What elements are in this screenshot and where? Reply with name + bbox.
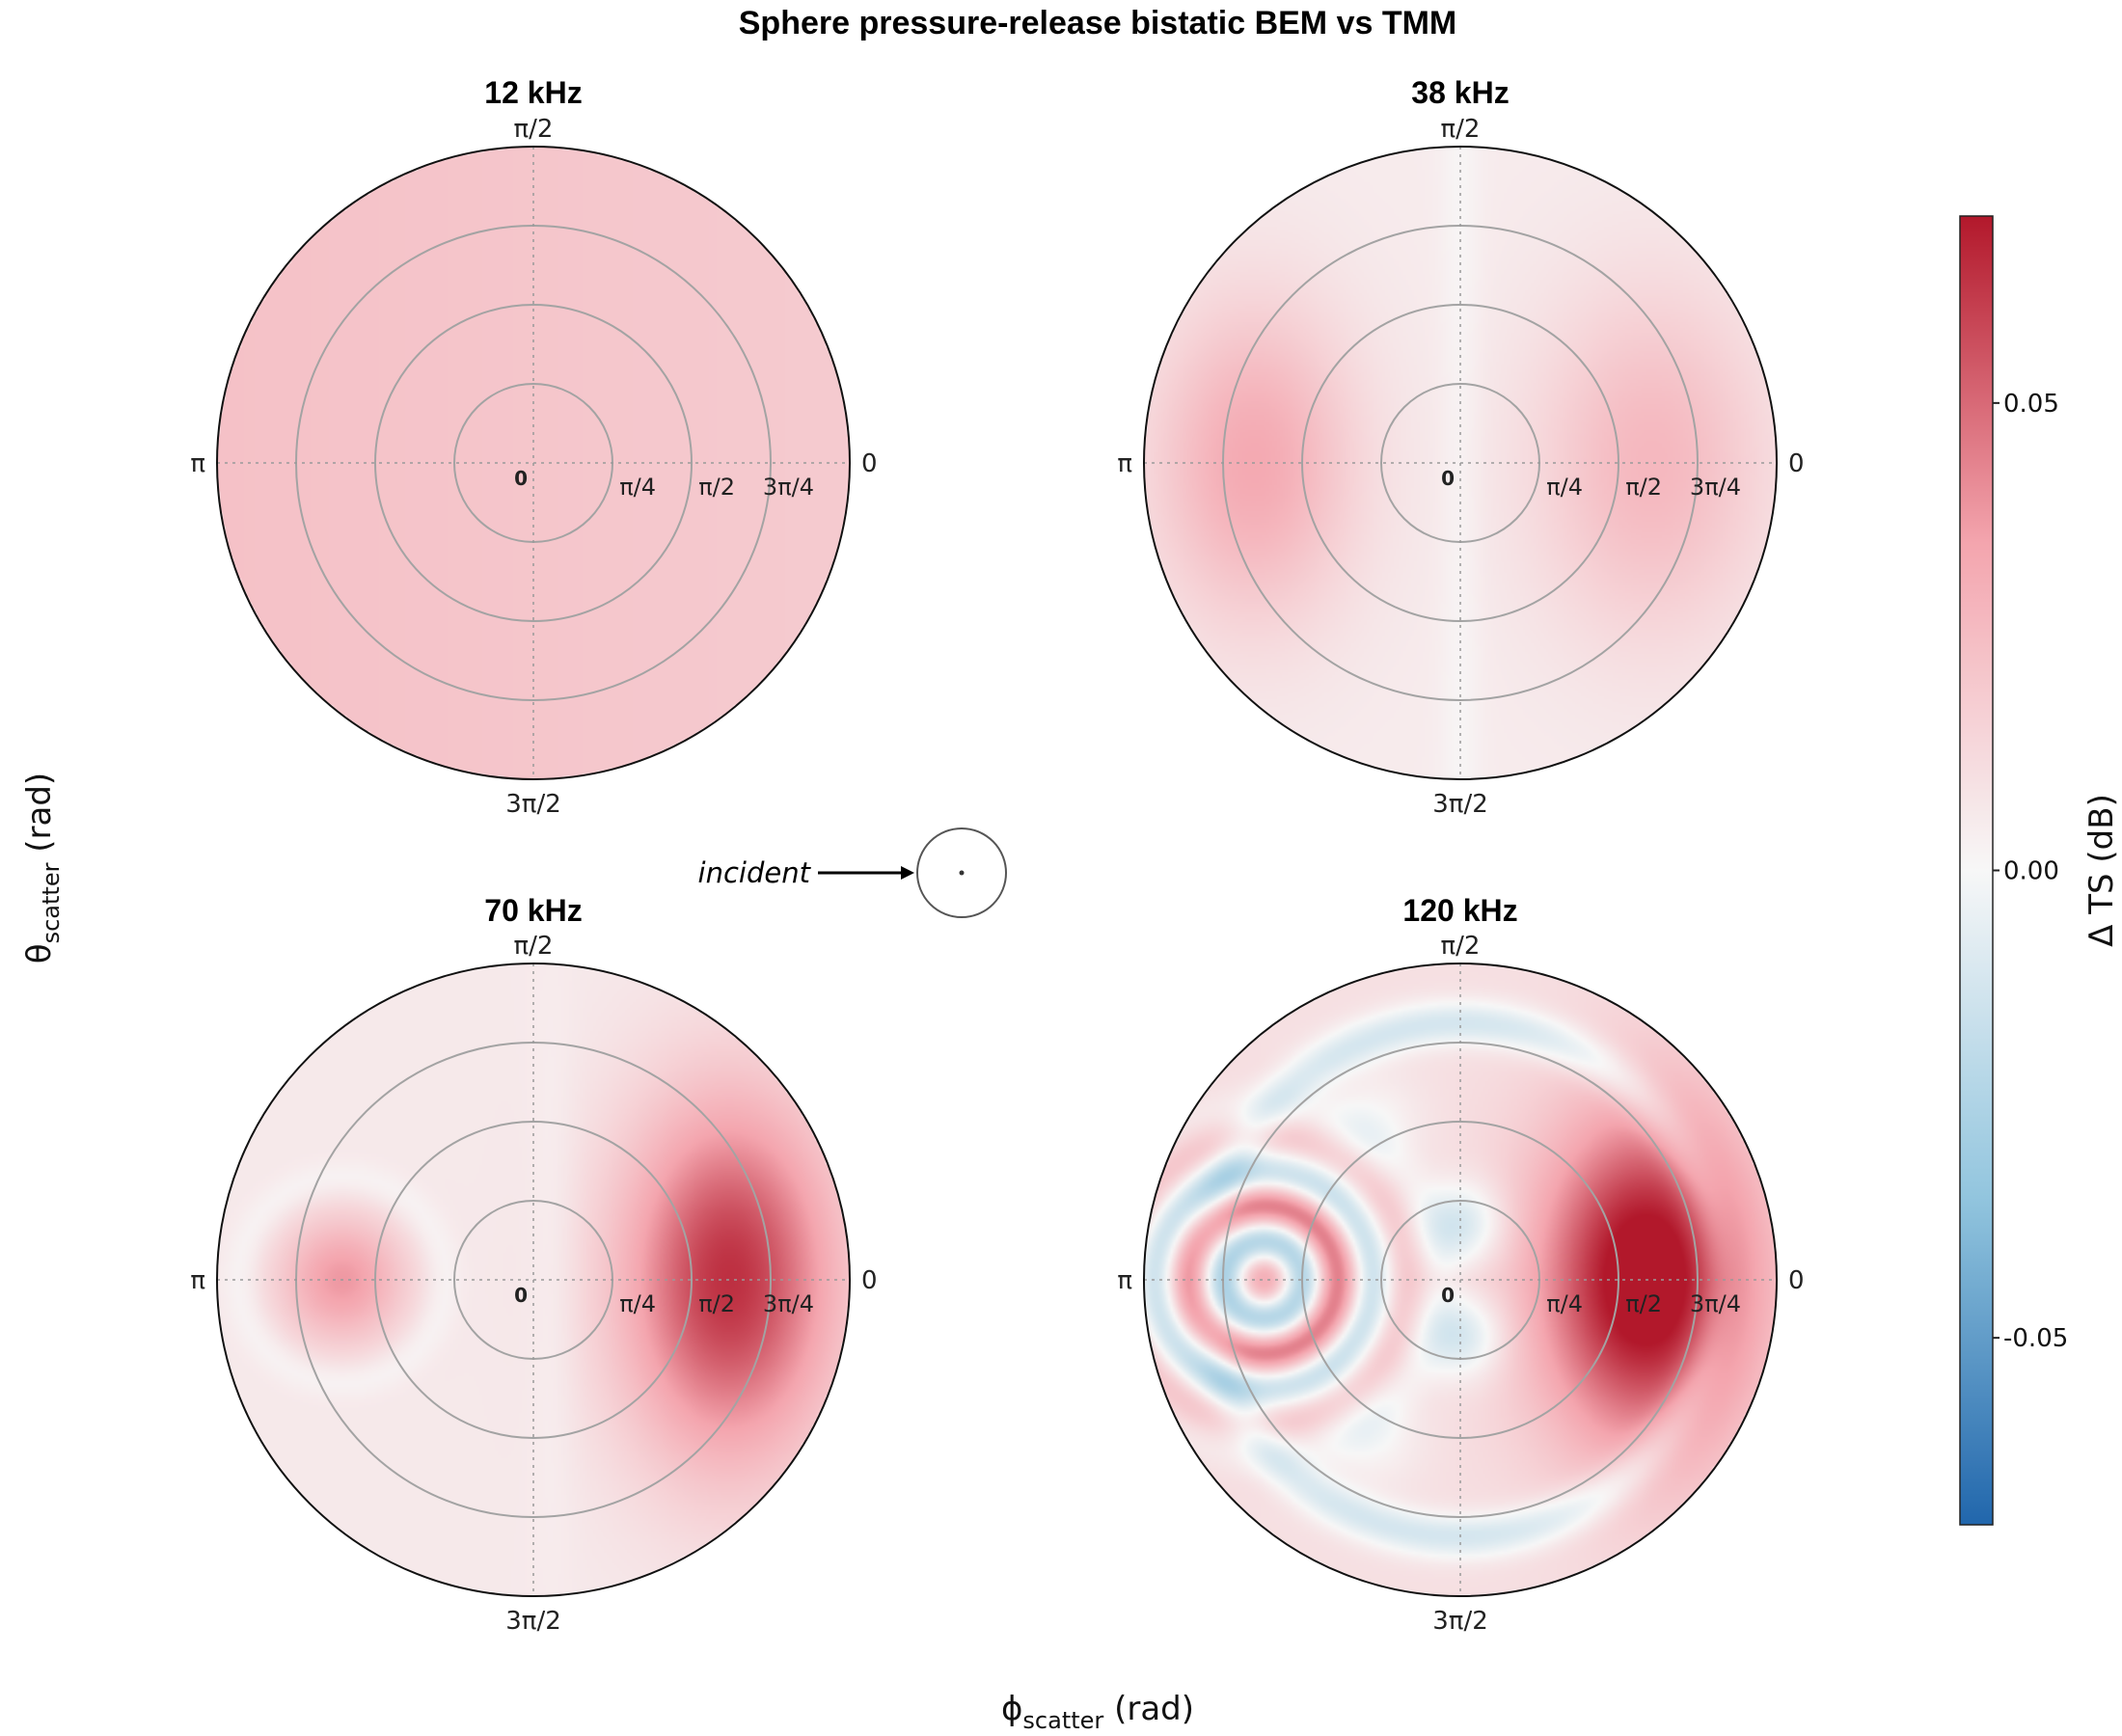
y-axis-subscript: scatter bbox=[38, 862, 65, 943]
radial-tick-label: π/4 bbox=[619, 1290, 656, 1317]
colorbar-tick-label: 0.00 bbox=[2003, 857, 2059, 886]
panel-title: 12 kHz bbox=[484, 75, 582, 110]
y-axis-unit: (rad) bbox=[20, 773, 59, 863]
polar-outline bbox=[216, 146, 851, 780]
chart-title: Sphere pressure-release bistatic BEM vs … bbox=[739, 5, 1457, 41]
angular-tick-label: 0 bbox=[1788, 449, 1805, 478]
colorbar-tick-label: -0.05 bbox=[2003, 1324, 2068, 1353]
incident-arrow-head bbox=[901, 866, 914, 880]
incident-sphere-center bbox=[959, 870, 965, 876]
y-axis-label: θscatter (rad) bbox=[20, 773, 65, 963]
x-axis-label: ϕscatter (rad) bbox=[1001, 1690, 1194, 1734]
polar-outline bbox=[1143, 146, 1778, 780]
angular-tick-label: π/2 bbox=[1441, 932, 1481, 961]
radial-tick-label: 0 bbox=[1441, 1284, 1455, 1307]
panel-title: 38 kHz bbox=[1411, 75, 1509, 110]
radial-gridline bbox=[374, 304, 693, 622]
polar-outline bbox=[1143, 963, 1778, 1597]
radial-gridline bbox=[374, 1121, 693, 1439]
angular-tick-label: 3π/2 bbox=[505, 790, 561, 819]
polar-panel: 70 kHz 0 π/2 π 3π/2 0 π/4 π/2 3π/4 bbox=[190, 893, 877, 1636]
radial-tick-label: 3π/4 bbox=[1690, 1290, 1741, 1317]
angular-tick-label: 3π/2 bbox=[1432, 1607, 1488, 1636]
radial-tick-label: π/2 bbox=[698, 474, 735, 501]
radial-tick-label: π/2 bbox=[698, 1290, 735, 1317]
angular-tick-label: π bbox=[190, 1266, 205, 1295]
radial-gridline bbox=[1301, 1121, 1619, 1439]
radial-tick-label: 0 bbox=[514, 1284, 528, 1307]
panel-title: 70 kHz bbox=[484, 893, 582, 928]
radial-tick-label: 3π/4 bbox=[763, 1290, 814, 1317]
angular-tick-label: 0 bbox=[861, 1266, 878, 1295]
radial-tick-label: 0 bbox=[1441, 467, 1455, 490]
angular-tick-label: 3π/2 bbox=[505, 1607, 561, 1636]
angular-tick-label: π/2 bbox=[1441, 115, 1481, 144]
x-axis-subscript: scatter bbox=[1022, 1707, 1103, 1734]
radial-tick-label: π/4 bbox=[1546, 474, 1583, 501]
polar-panel: 120 kHz 0 π/2 π 3π/2 0 π/4 π/2 3π/4 bbox=[1117, 893, 1804, 1636]
incident-sphere-icon bbox=[916, 827, 1007, 918]
radial-tick-label: π/2 bbox=[1625, 1290, 1662, 1317]
radial-tick-label: 0 bbox=[514, 467, 528, 490]
colorbar-label: Δ TS (dB) bbox=[2082, 794, 2121, 947]
radial-tick-label: π/4 bbox=[1546, 1290, 1583, 1317]
panel-title: 120 kHz bbox=[1402, 893, 1517, 928]
radial-tick-label: 3π/4 bbox=[763, 474, 814, 501]
y-axis-label-group: θscatter (rad) bbox=[20, 773, 65, 963]
incident-label: incident bbox=[698, 856, 812, 889]
angular-tick-label: π/2 bbox=[514, 932, 554, 961]
x-axis-symbol: ϕ bbox=[1001, 1690, 1022, 1728]
colorbar-tick-label: 0.05 bbox=[2003, 390, 2059, 419]
radial-tick-label: π/2 bbox=[1625, 474, 1662, 501]
polar-panel: 38 kHz 0 π/2 π 3π/2 0 π/4 π/2 3π/4 bbox=[1117, 75, 1804, 819]
polar-panel: 12 kHz 0 π/2 π 3π/2 0 π/4 π/2 3π/4 bbox=[190, 75, 877, 819]
x-axis-unit: (rad) bbox=[1103, 1690, 1194, 1728]
incident-annotation: incident bbox=[698, 827, 1007, 918]
angular-tick-label: π bbox=[1117, 449, 1132, 478]
angular-tick-label: π/2 bbox=[514, 115, 554, 144]
angular-tick-label: 3π/2 bbox=[1432, 790, 1488, 819]
angular-tick-label: π bbox=[1117, 1266, 1132, 1295]
polar-outline bbox=[216, 963, 851, 1597]
radial-tick-label: π/4 bbox=[619, 474, 656, 501]
radial-gridline bbox=[1301, 304, 1619, 622]
radial-tick-label: 3π/4 bbox=[1690, 474, 1741, 501]
angular-tick-label: 0 bbox=[861, 449, 878, 478]
angular-tick-label: 0 bbox=[1788, 1266, 1805, 1295]
panels: 12 kHz 0 π/2 π 3π/2 0 π/4 π/2 3π/4 38 kHz 0 π/2 π 3π/… bbox=[190, 75, 1804, 1636]
y-axis-symbol: θ bbox=[20, 943, 59, 963]
colorbar-gradient bbox=[1959, 215, 1994, 1526]
colorbar: 0.05 0.00 -0.05 Δ TS (dB) bbox=[1959, 215, 2121, 1526]
angular-tick-label: π bbox=[190, 449, 205, 478]
